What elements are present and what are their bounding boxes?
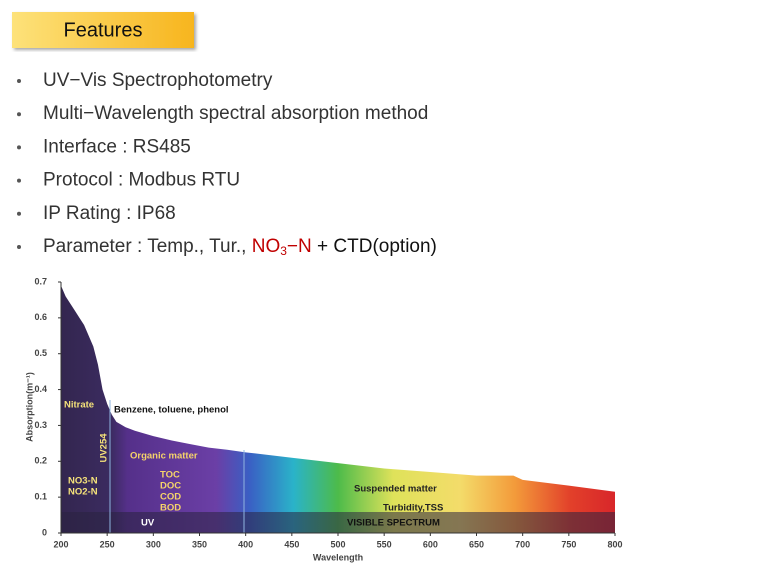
annotation: BOD — [160, 503, 181, 514]
header-title: Features — [64, 19, 143, 41]
spectrum-area — [61, 285, 615, 533]
bullet-dot — [17, 145, 21, 150]
x-tick-label: 500 — [330, 539, 345, 549]
x-axis-label: Wavelength — [313, 552, 363, 562]
x-tick-label: 300 — [146, 539, 161, 549]
x-tick-label: 350 — [192, 539, 207, 549]
annotation: DOC — [160, 481, 181, 492]
annotation: Nitrate — [64, 400, 94, 411]
annotation: UV254 — [99, 433, 110, 463]
param-subscript: 3 — [280, 244, 287, 258]
y-tick-label: 0.1 — [34, 492, 47, 502]
y-tick-label: 0.7 — [34, 276, 47, 286]
x-tick-label: 800 — [607, 539, 622, 549]
y-tick-label: 0.6 — [34, 312, 47, 322]
x-tick-label: 450 — [284, 539, 299, 549]
header-box — [12, 12, 194, 48]
y-tick-label: 0.3 — [34, 420, 47, 430]
bullet-text: Interface : RS485 — [43, 136, 191, 157]
bullet-dot — [17, 178, 21, 183]
annotation: VISIBLE SPECTRUM — [347, 518, 440, 529]
x-tick-label: 400 — [238, 539, 253, 549]
param-label: Parameter : Temp., Tur., — [43, 236, 252, 257]
y-tick-label: 0.5 — [34, 348, 47, 358]
annotation: UV — [141, 518, 155, 529]
annotation: Turbidity,TSS — [383, 503, 443, 514]
bullet-text: Protocol : Modbus RTU — [43, 170, 240, 191]
param-highlight: NO — [252, 236, 281, 257]
y-tick-label: 0.2 — [34, 456, 47, 466]
x-tick-label: 650 — [469, 539, 484, 549]
bullet-text: IP Rating : IP68 — [43, 203, 176, 224]
annotation: TOC — [160, 470, 180, 481]
x-tick-label: 600 — [423, 539, 438, 549]
x-tick-label: 250 — [100, 539, 115, 549]
bullet-dot — [17, 112, 21, 117]
bullet-text: Parameter : Temp., Tur., NO3−N + CTD(opt… — [43, 236, 437, 258]
annotation: Organic matter — [130, 451, 198, 462]
bullet-dot — [17, 211, 21, 216]
bullet-dot — [17, 79, 21, 83]
param-rest: + CTD(option) — [312, 236, 437, 257]
spectrum-band — [61, 512, 615, 533]
y-tick-label: 0 — [42, 527, 47, 537]
x-tick-label: 700 — [515, 539, 530, 549]
bullet-text: UV−Vis Spectrophotometry — [43, 70, 273, 91]
y-axis-label: Absorption(m⁻¹) — [24, 372, 34, 442]
x-tick-label: 750 — [561, 539, 576, 549]
annotation: COD — [160, 492, 181, 503]
bullet-text: Multi−Wavelength spectral absorption met… — [43, 103, 428, 124]
x-tick-label: 550 — [377, 539, 392, 549]
bullet-dot — [17, 245, 21, 249]
y-tick-label: 0.4 — [34, 384, 47, 394]
annotation: Benzene, toluene, phenol — [114, 405, 229, 416]
annotation: NO3-N — [68, 476, 98, 487]
annotation: Suspended matter — [354, 484, 437, 495]
param-highlight-end: −N — [287, 236, 312, 257]
annotation: NO2-N — [68, 487, 98, 498]
x-tick-label: 200 — [53, 539, 68, 549]
